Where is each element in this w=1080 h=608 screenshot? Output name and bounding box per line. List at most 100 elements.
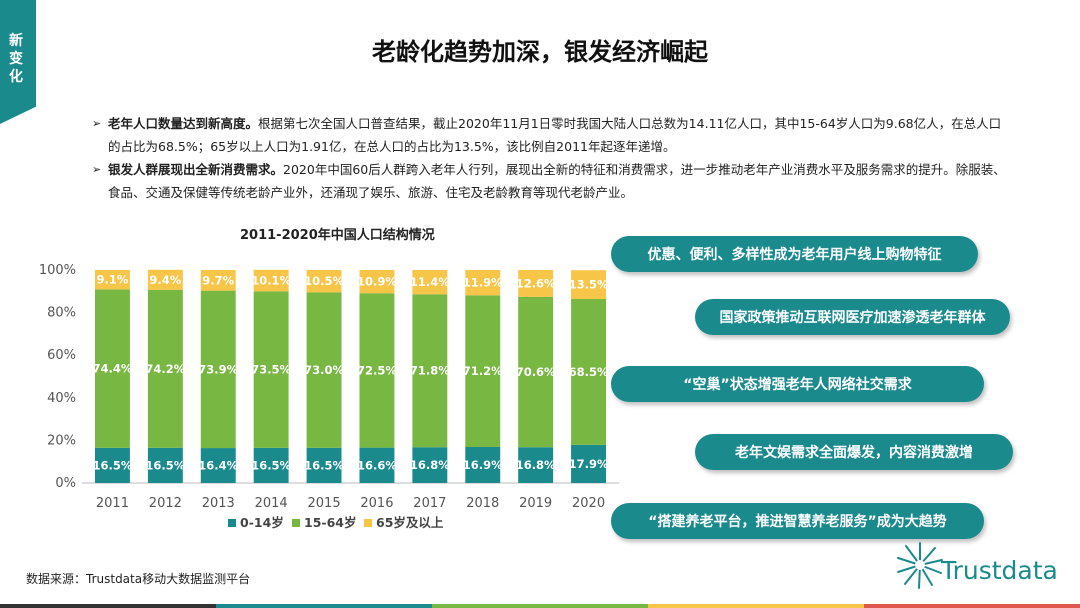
chart-title: 2011-2020年中国人口结构情况: [240, 228, 435, 243]
data-label: 73.9%: [198, 362, 238, 376]
bar-segment: [359, 293, 395, 448]
data-label: 10.5%: [304, 274, 344, 288]
trend-pill-4: 老年文娱需求全面爆发，内容消费激增: [695, 434, 1013, 470]
bar-segment: [571, 444, 607, 483]
trend-pill-3: “空巢”状态增强老年人网络社交需求: [611, 366, 984, 402]
bottom-color-bar: [0, 604, 1080, 608]
bar-segment: [518, 296, 554, 448]
trend-pill-label: “搭建养老平台，推进智慧养老服务”成为大趋势: [648, 514, 947, 530]
bullet-heading: 老年人口数量达到新高度。: [108, 116, 259, 131]
x-tick-label: 2016: [360, 496, 393, 511]
data-label: 10.9%: [357, 275, 397, 289]
data-label: 16.5%: [251, 458, 291, 472]
data-label: 12.6%: [516, 276, 556, 290]
bar-segment: [253, 447, 289, 483]
trend-pill-label: 老年文娱需求全面爆发，内容消费激增: [735, 445, 973, 461]
legend-swatch: [228, 519, 236, 527]
bar-segment: [147, 289, 183, 448]
x-tick-label: 2012: [149, 496, 182, 511]
trend-pill-label: 国家政策推动互联网医疗加速渗透老年群体: [719, 310, 986, 326]
trustdata-logo: Trustdata: [895, 540, 1070, 590]
bar-segment: [94, 289, 130, 448]
data-label: 72.5%: [357, 363, 397, 377]
data-label: 9.1%: [96, 273, 128, 287]
y-tick-label: 60%: [47, 348, 76, 363]
bar-segment: [412, 294, 448, 448]
x-tick-label: 2013: [202, 496, 235, 511]
x-tick-label: 2019: [519, 496, 552, 511]
x-tick-label: 2014: [255, 496, 288, 511]
legend-label: 65岁及以上: [376, 515, 444, 530]
data-label: 10.1%: [251, 274, 291, 288]
bar-segment: [465, 295, 501, 448]
data-label: 16.8%: [410, 458, 450, 472]
data-label: 16.5%: [145, 458, 185, 472]
data-label: 17.9%: [569, 457, 609, 471]
x-tick-label: 2011: [96, 496, 129, 511]
bullet-item: ➢ 银发人群展现出全新消费需求。2020年中国60后人群跨入老年人行列，展现出全…: [92, 158, 1012, 204]
bar-segment: [359, 447, 395, 483]
legend-swatch: [364, 519, 372, 527]
bar-segment: [200, 270, 236, 291]
trend-pill-label: “空巢”状态增强老年人网络社交需求: [683, 377, 912, 393]
y-tick-label: 100%: [39, 263, 76, 278]
bar-segment: [253, 291, 289, 448]
bar-segment: [94, 270, 130, 290]
section-tab-label: 新变化: [9, 33, 23, 85]
bar-segment: [306, 447, 342, 483]
bar-segment: [306, 292, 342, 448]
trend-pill-2: 国家政策推动互联网医疗加速渗透老年群体: [695, 299, 1010, 335]
y-tick-label: 40%: [47, 391, 76, 406]
bullet-heading: 银发人群展现出全新消费需求。: [108, 162, 284, 177]
y-tick-label: 80%: [47, 306, 76, 321]
page-title: 老龄化趋势加深，银发经济崛起: [372, 38, 708, 66]
section-tab: 新变化: [0, 0, 36, 124]
x-tick-label: 2018: [466, 496, 499, 511]
data-label: 71.8%: [410, 364, 450, 378]
data-source: 数据来源：Trustdata移动大数据监测平台: [26, 572, 251, 586]
bar-segment: [571, 270, 607, 299]
x-tick-label: 2020: [572, 496, 605, 511]
bottom-bar-segment: [432, 604, 648, 608]
bar-segment: [518, 447, 554, 483]
bottom-bar-segment: [864, 604, 1080, 608]
bar-segment: [147, 447, 183, 483]
bottom-bar-segment: [648, 604, 864, 608]
data-label: 74.4%: [92, 362, 132, 376]
bar-segment: [465, 270, 501, 296]
data-label: 16.9%: [463, 458, 503, 472]
bar-segment: [306, 270, 342, 293]
bullet-text: 根据第七次全国人口普查结果，截止2020年11月1日零时我国大陆人口总数为14.…: [108, 116, 1002, 154]
data-label: 9.4%: [149, 273, 181, 287]
arrow-bullet-icon: ➢: [92, 117, 102, 130]
bar-segment: [200, 290, 236, 449]
y-tick-label: 20%: [47, 433, 76, 448]
data-label: 11.4%: [410, 275, 450, 289]
x-tick-label: 2015: [308, 496, 341, 511]
trend-pill-5: “搭建养老平台，推进智慧养老服务”成为大趋势: [611, 503, 984, 539]
logo-text: Trustdata: [941, 556, 1058, 585]
data-label: 73.5%: [251, 363, 291, 377]
bar-segment: [518, 270, 554, 297]
data-label: 16.5%: [304, 458, 344, 472]
data-label: 16.4%: [198, 459, 238, 473]
data-label: 9.7%: [202, 273, 234, 287]
data-label: 73.0%: [304, 363, 344, 377]
data-label: 13.5%: [569, 278, 609, 292]
bottom-bar-segment: [216, 604, 432, 608]
bottom-bar-segment: [0, 604, 216, 608]
bar-segment: [412, 270, 448, 295]
bullet-text: 2020年中国60后人群跨入老年人行列，展现出全新的特征和消费需求，进一步推动老…: [108, 162, 1006, 200]
starburst-logo-icon: [897, 542, 943, 589]
data-label: 16.5%: [92, 458, 132, 472]
bar-segment: [147, 269, 183, 290]
data-label: 68.5%: [569, 365, 609, 379]
legend-swatch: [292, 519, 300, 527]
bullet-item: ➢ 老年人口数量达到新高度。根据第七次全国人口普查结果，截止2020年11月1日…: [92, 112, 1012, 158]
bar-segment: [412, 447, 448, 483]
bar-segment: [94, 447, 130, 483]
bar-segment: [465, 447, 501, 483]
trend-pill-1: 优惠、便利、多样性成为老年用户线上购物特征: [611, 236, 978, 272]
bar-segment: [359, 270, 395, 294]
data-label: 71.2%: [463, 364, 503, 378]
